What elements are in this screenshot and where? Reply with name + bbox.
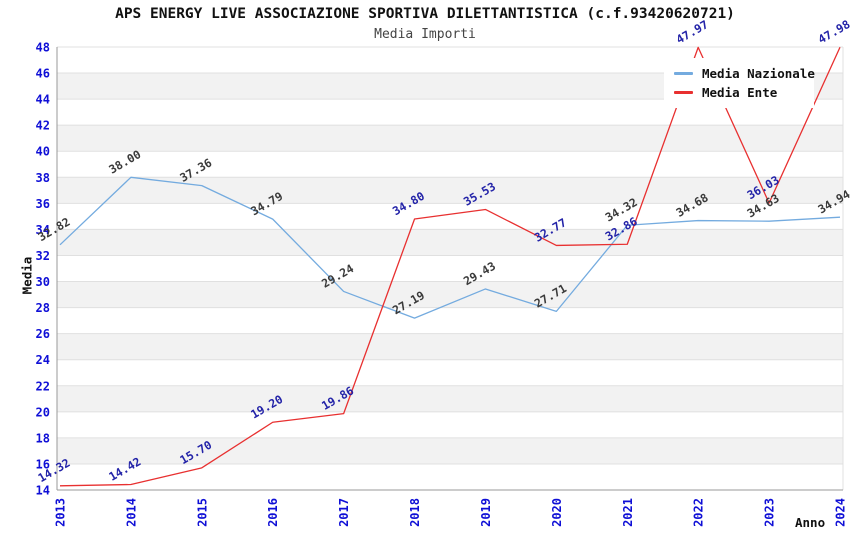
x-tick-label: 2013 (54, 498, 68, 527)
x-tick-label: 2015 (195, 498, 209, 527)
y-tick-label: 24 (36, 353, 50, 367)
y-tick-label: 32 (36, 249, 50, 263)
chart-subtitle: Media Importi (374, 27, 476, 42)
legend-line-swatch-icon (674, 91, 693, 94)
x-tick-label: 2014 (124, 498, 138, 527)
grid-band (57, 125, 843, 152)
y-tick-label: 40 (36, 145, 50, 159)
x-tick-label: 2023 (763, 498, 777, 527)
grid-band (57, 333, 843, 360)
legend-label: Media Nazionale (702, 66, 815, 81)
y-tick-label: 38 (36, 171, 50, 185)
y-tick-label: 22 (36, 379, 50, 393)
line-media-nazionale (59, 176, 841, 319)
chart-title: APS ENERGY LIVE ASSOCIAZIONE SPORTIVA DI… (115, 6, 735, 22)
legend-line-swatch-icon (674, 72, 693, 75)
y-axis-title: Media (19, 256, 35, 295)
x-tick-label: 2019 (479, 498, 493, 527)
legend: Media Nazionale Media Ente (664, 58, 815, 108)
legend-item-media-ente: Media Ente (674, 83, 810, 102)
y-tick-label: 18 (36, 431, 50, 445)
y-tick-label: 28 (36, 301, 50, 315)
y-tick-label: 26 (36, 327, 50, 341)
grid-band (57, 385, 843, 412)
y-tick-label: 46 (36, 67, 50, 81)
x-tick-label: 2020 (550, 498, 564, 527)
y-tick-label: 30 (36, 275, 50, 289)
x-tick-label: 2018 (408, 498, 422, 527)
x-tick-label: 2021 (621, 498, 635, 527)
y-tick-label: 48 (36, 41, 50, 55)
grid-band (57, 177, 843, 204)
y-tick-label: 44 (36, 93, 50, 107)
y-tick-label: 42 (36, 119, 50, 133)
line-media-ente (59, 46, 841, 487)
legend-item-media-nazionale: Media Nazionale (674, 64, 815, 83)
grid-band (57, 229, 843, 256)
y-tick-label: 34 (36, 223, 50, 237)
x-tick-label: 2024 (834, 498, 848, 527)
y-tick-label: 16 (36, 457, 50, 471)
x-tick-label: 2017 (337, 498, 351, 527)
y-tick-label: 20 (36, 405, 50, 419)
legend-label: Media Ente (702, 85, 778, 100)
y-tick-label: 14 (36, 484, 50, 498)
y-tick-label: 36 (36, 197, 50, 211)
x-tick-label: 2022 (692, 498, 706, 527)
x-axis-title: Anno (795, 515, 826, 530)
x-tick-label: 2016 (266, 498, 280, 527)
grid-band (57, 437, 843, 464)
